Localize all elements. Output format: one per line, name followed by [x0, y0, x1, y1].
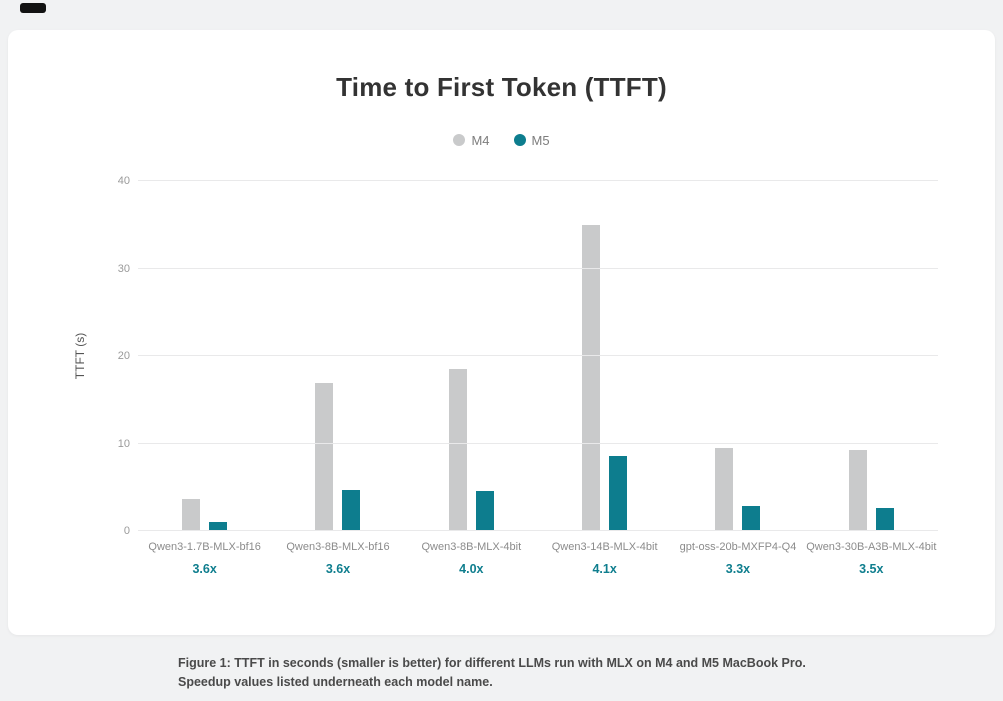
- bar-m5: [342, 489, 361, 531]
- bar-m4: [582, 224, 601, 531]
- speedup-label: 4.0x: [459, 562, 484, 576]
- model-name-label: Qwen3-8B-MLX-4bit: [421, 541, 522, 553]
- legend-label: M4: [471, 132, 490, 148]
- legend-swatch-icon: [453, 134, 466, 146]
- bar-m5: [475, 490, 494, 531]
- bar-group: [405, 369, 538, 531]
- bar-group: [805, 449, 938, 531]
- x-axis-labels: Qwen3-1.7B-MLX-bf16 3.6x Qwen3-8B-MLX-bf16…: [138, 541, 938, 576]
- x-label-group: Qwen3-14B-MLX-4bit 4.1x: [538, 541, 671, 576]
- bar-groups: [138, 181, 938, 531]
- model-name-label: Qwen3-1.7B-MLX-bf16: [148, 541, 261, 553]
- bar-group: [138, 498, 271, 531]
- x-label-group: Qwen3-30B-A3B-MLX-4bit 3.5x: [805, 541, 938, 576]
- speedup-label: 3.5x: [859, 562, 884, 576]
- bar-group: [271, 383, 404, 531]
- legend-label: M5: [531, 132, 550, 148]
- y-tick-label: 30: [117, 262, 130, 275]
- bar-m5: [875, 508, 894, 531]
- x-label-group: Qwen3-8B-MLX-4bit 4.0x: [405, 541, 538, 576]
- gridline: [138, 180, 938, 181]
- x-label-group: Qwen3-8B-MLX-bf16 3.6x: [271, 541, 404, 576]
- bar-m4: [848, 449, 867, 531]
- legend-swatch-icon: [513, 134, 526, 146]
- y-tick-label: 40: [117, 175, 130, 187]
- gridline: [138, 355, 938, 356]
- y-tick-label: 20: [117, 350, 130, 362]
- bar-group: [671, 447, 804, 531]
- y-tick-label: 0: [123, 525, 130, 537]
- top-left-marker: [20, 3, 46, 13]
- bar-m5: [209, 522, 228, 531]
- bar-m4: [315, 383, 334, 531]
- gridline: [138, 442, 938, 444]
- speedup-label: 4.1x: [592, 562, 617, 576]
- model-name-label: Qwen3-30B-A3B-MLX-4bit: [806, 541, 937, 553]
- bar-m4: [448, 369, 467, 531]
- bar-group: [538, 224, 671, 531]
- model-name-label: gpt-oss-20b-MXFP4-Q4: [679, 541, 797, 553]
- gridline: [138, 267, 938, 269]
- legend-item-m5[interactable]: M5: [513, 132, 550, 148]
- bar-m5: [742, 505, 761, 531]
- x-label-group: Qwen3-1.7B-MLX-bf16 3.6x: [138, 541, 271, 576]
- model-name-label: Qwen3-8B-MLX-bf16: [286, 541, 390, 553]
- y-axis-label: TTFT (s): [73, 332, 87, 380]
- chart-legend: M4 M5: [8, 132, 995, 148]
- gridline: [138, 530, 938, 531]
- bar-m5: [609, 455, 628, 531]
- chart-title: Time to First Token (TTFT): [336, 72, 667, 102]
- speedup-label: 3.6x: [192, 562, 217, 576]
- plot-area: 0 10 20 30 40: [118, 175, 938, 537]
- x-label-group: gpt-oss-20b-MXFP4-Q4 3.3x: [671, 541, 804, 576]
- chart-container: TTFT (s) 0 10 20 30 40: [73, 175, 938, 537]
- figure-caption: Figure 1: TTFT in seconds (smaller is be…: [178, 656, 806, 690]
- speedup-label: 3.3x: [725, 562, 751, 576]
- bar-m4: [715, 447, 734, 531]
- legend-item-m4[interactable]: M4: [453, 132, 490, 148]
- speedup-label: 3.6x: [325, 562, 351, 576]
- chart-card: Time to First Token (TTFT) M4 M5 TTFT (s)…: [8, 30, 995, 635]
- y-tick-label: 10: [117, 437, 130, 450]
- model-name-label: Qwen3-14B-MLX-4bit: [551, 541, 658, 553]
- bar-m4: [182, 498, 201, 531]
